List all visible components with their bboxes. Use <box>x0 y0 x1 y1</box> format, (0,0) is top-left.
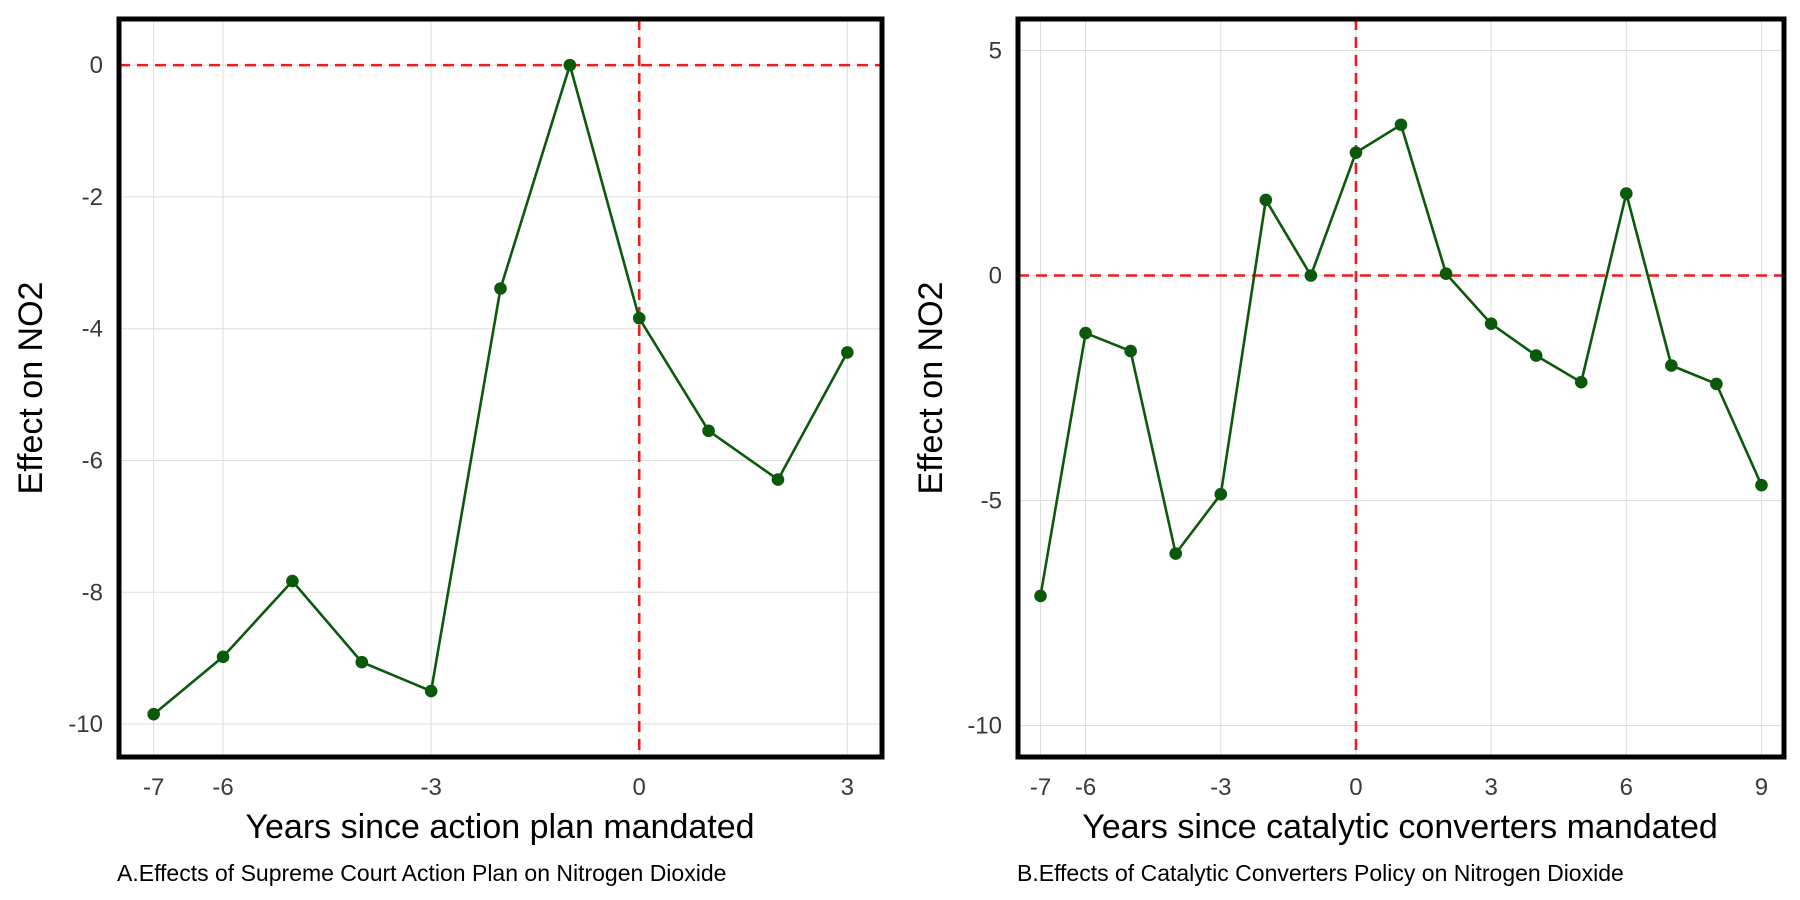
data-point <box>1034 589 1047 603</box>
x-tick-label: -7 <box>1030 774 1051 801</box>
x-tick-label: 6 <box>1620 774 1633 801</box>
x-tick-label: -6 <box>1075 774 1096 801</box>
y-tick-label: -5 <box>981 488 1002 515</box>
y-tick-label: -8 <box>82 579 103 606</box>
data-point <box>1124 344 1137 358</box>
plot-frame <box>116 16 885 760</box>
panel-caption: B.Effects of Catalytic Converters Policy… <box>1017 860 1624 886</box>
y-axis-title: Effect on NO2 <box>912 282 950 495</box>
data-point <box>1484 317 1498 330</box>
effect-series-line <box>1039 123 1763 597</box>
x-tick-label: -7 <box>143 774 164 801</box>
data-point <box>771 473 785 486</box>
plot-frame <box>1015 16 1787 760</box>
data-point <box>1665 359 1678 372</box>
panel-a: -7 -6 -3 0 3 0 -2 -4 -6 -8 -10 Effect on NO2 Years s… <box>12 16 885 886</box>
data-point <box>1214 487 1228 501</box>
effect-series-line <box>152 63 849 716</box>
x-tick-label: -3 <box>420 774 441 801</box>
y-tick-label: -4 <box>82 316 103 343</box>
data-point <box>494 282 507 295</box>
data-point <box>286 574 299 588</box>
data-point <box>1394 118 1408 132</box>
data-point <box>702 424 715 438</box>
x-axis-title: Years since catalytic converters mandate… <box>1082 808 1718 846</box>
y-tick-label: -6 <box>82 447 103 474</box>
y-tick-label: -10 <box>967 713 1002 740</box>
data-point <box>1574 375 1588 389</box>
data-point <box>1304 269 1318 282</box>
x-tick-label: 0 <box>1349 774 1362 801</box>
data-point <box>1710 377 1723 391</box>
data-point <box>1259 193 1273 207</box>
y-tick-label: 0 <box>989 263 1002 290</box>
data-point <box>1349 146 1363 159</box>
data-point <box>1619 187 1633 200</box>
data-point <box>563 58 577 72</box>
data-point <box>216 650 230 664</box>
y-tick-label: 0 <box>90 52 103 79</box>
y-axis-title: Effect on NO2 <box>12 282 50 495</box>
data-point <box>841 346 854 359</box>
y-tick-label: 5 <box>989 38 1002 65</box>
panel-b: -7 -6 -3 0 3 6 9 5 0 -5 -10 Effect on NO2 Years sinc… <box>912 16 1787 886</box>
x-tick-label: 9 <box>1755 774 1768 801</box>
y-tick-label: -2 <box>82 184 103 211</box>
x-axis-title: Years since action plan mandated <box>245 808 754 846</box>
x-tick-label: -3 <box>1210 774 1231 801</box>
x-tick-label: 3 <box>1484 774 1497 801</box>
x-tick-label: -6 <box>212 774 233 801</box>
x-tick-label: 3 <box>841 774 854 801</box>
data-point <box>1169 547 1183 560</box>
data-point <box>1439 267 1453 281</box>
data-point <box>147 707 160 721</box>
data-point <box>1755 478 1768 492</box>
panel-caption: A.Effects of Supreme Court Action Plan o… <box>117 860 726 886</box>
data-point <box>1079 326 1092 340</box>
data-point <box>424 684 438 698</box>
data-point <box>1529 349 1543 362</box>
x-tick-label: 0 <box>633 774 646 801</box>
data-point <box>632 311 646 325</box>
y-tick-label: -10 <box>68 711 103 738</box>
data-point <box>355 655 369 669</box>
